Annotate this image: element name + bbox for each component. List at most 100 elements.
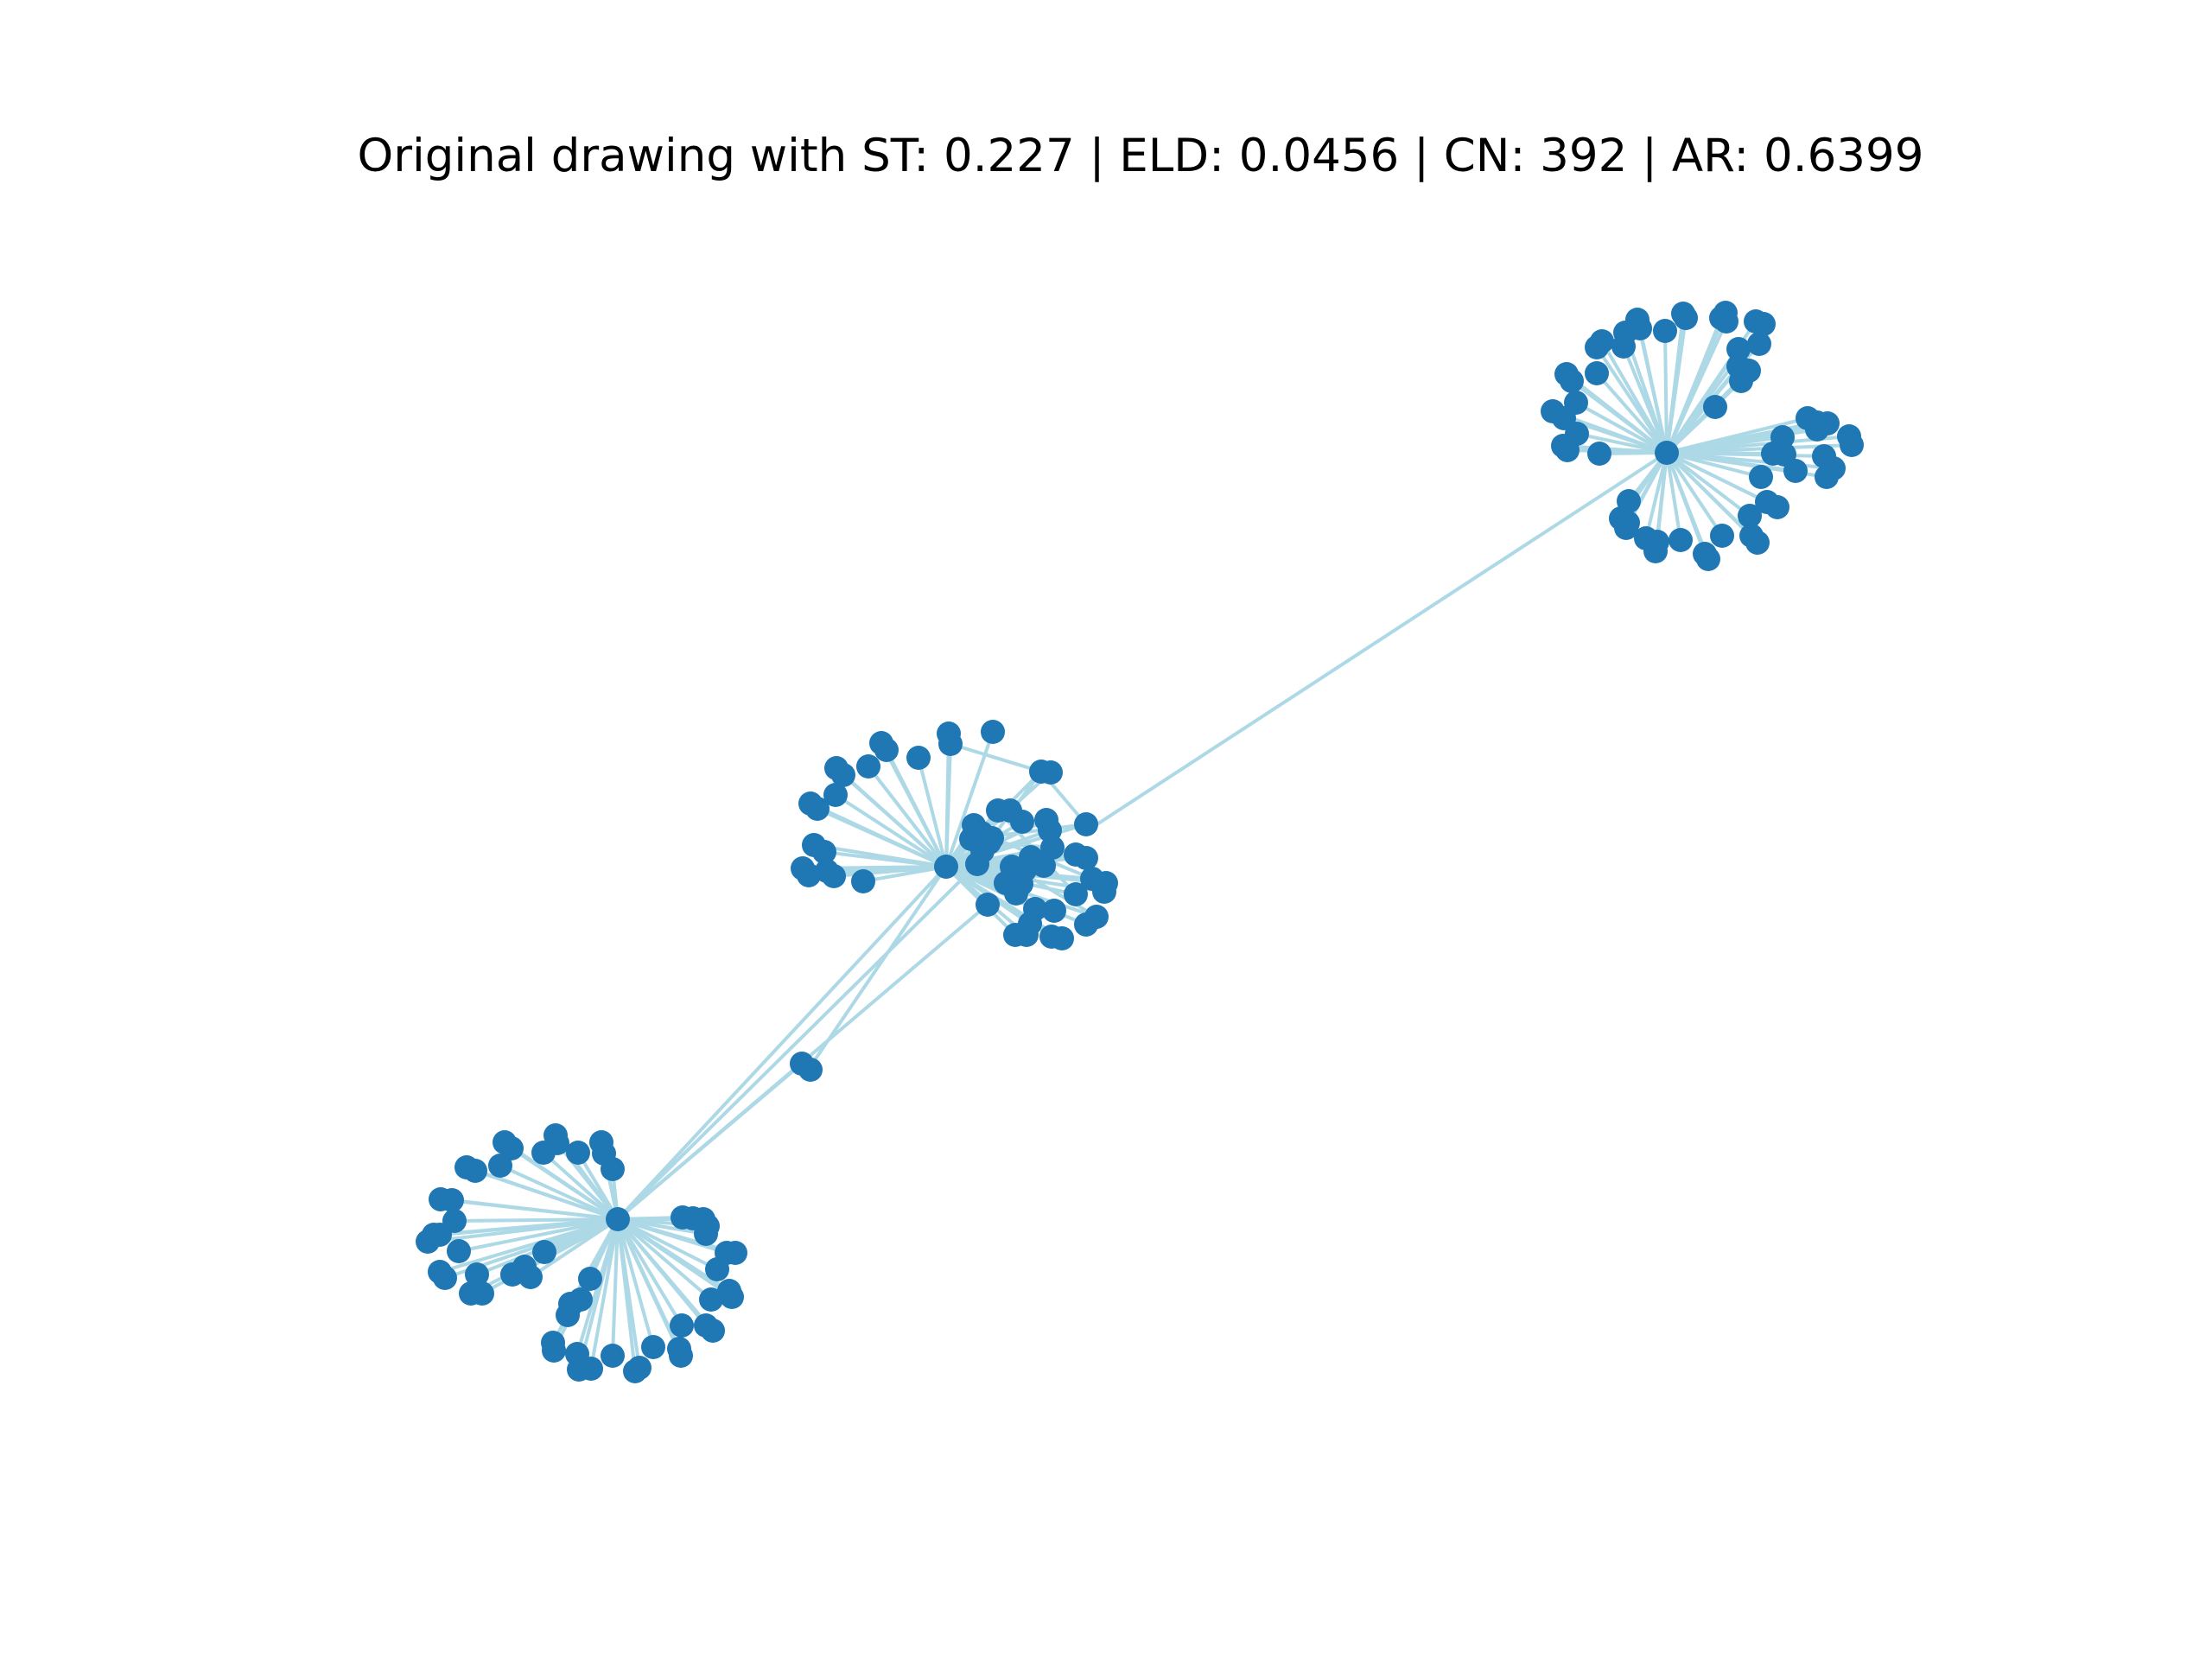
- spoke-edge: [617, 1217, 718, 1271]
- leaf-node: [906, 746, 931, 770]
- leaf-node: [532, 1240, 556, 1264]
- spoke-edge: [1665, 451, 1759, 544]
- leaf-node: [641, 1335, 665, 1359]
- leaf-node: [791, 856, 815, 880]
- leaf-node: [670, 1313, 694, 1338]
- leaf-node: [1751, 312, 1776, 336]
- leaf-node: [1726, 337, 1751, 361]
- spoke-edge: [616, 1217, 683, 1327]
- leaf-node: [1074, 912, 1098, 937]
- leaf-node: [938, 732, 963, 756]
- leaf-node: [1074, 846, 1098, 870]
- leaf-node: [1765, 495, 1789, 519]
- leaf-node: [701, 1319, 725, 1343]
- spoke-edge: [1595, 346, 1669, 454]
- leaf-node: [470, 1281, 494, 1306]
- leaf-node: [667, 1337, 691, 1361]
- leaf-node: [705, 1257, 729, 1281]
- leaf-node: [531, 1141, 556, 1165]
- spoke-edge: [1576, 432, 1668, 454]
- leaf-node: [1587, 442, 1611, 466]
- spoke-edge: [458, 1217, 619, 1253]
- spoke-edge: [616, 1218, 681, 1350]
- spoke-edge: [1665, 452, 1682, 541]
- spoke-edge: [1638, 327, 1669, 454]
- spoke-edge: [510, 1147, 620, 1221]
- leaf-node: [1050, 926, 1074, 950]
- spoke-edge: [617, 1217, 736, 1255]
- leaf-node: [565, 1342, 589, 1366]
- leaf-node: [723, 1241, 747, 1265]
- spoke-edge: [616, 1217, 713, 1301]
- leaf-node: [1738, 504, 1762, 528]
- leaf-node: [1004, 881, 1028, 906]
- spoke-edge: [867, 765, 948, 868]
- leaf-node: [465, 1262, 489, 1287]
- spoke-edge: [589, 1218, 620, 1370]
- leaf-node: [823, 783, 848, 807]
- leaf-node: [696, 1214, 720, 1238]
- leaf-node: [1710, 524, 1734, 548]
- spoke-edge: [1665, 321, 1728, 454]
- leaf-node: [1616, 511, 1640, 535]
- leaf-node: [1840, 433, 1864, 457]
- leaf-node: [1653, 319, 1677, 343]
- leaf-node: [1585, 361, 1609, 385]
- spoke-edge: [543, 1217, 619, 1254]
- spoke-edge: [616, 1218, 637, 1372]
- leaf-node: [874, 738, 899, 762]
- bridge-edge: [616, 862, 979, 1221]
- spoke-edge: [885, 749, 948, 868]
- spoke-edge: [454, 1217, 619, 1223]
- leaf-node: [1039, 760, 1063, 785]
- leaf-node: [831, 763, 855, 787]
- leaf-node: [1669, 528, 1693, 552]
- spoke-edge: [1666, 451, 1762, 479]
- bridge-edge: [616, 1062, 804, 1221]
- spoke-edge: [542, 1151, 620, 1221]
- spoke-edge: [616, 1217, 734, 1299]
- spoke-edge: [1644, 452, 1669, 539]
- leaf-node: [518, 1265, 543, 1289]
- leaf-node: [488, 1154, 512, 1178]
- leaf-node: [433, 1266, 457, 1290]
- leaf-node: [1729, 369, 1753, 393]
- leaf-node: [976, 893, 1000, 917]
- cluster-edge: [950, 742, 1042, 773]
- leaf-node: [601, 1344, 625, 1368]
- leaf-node: [578, 1267, 602, 1291]
- spoke-edge: [842, 773, 948, 868]
- leaf-node: [851, 869, 875, 893]
- leaf-node: [499, 1136, 524, 1160]
- leaf-node: [798, 791, 823, 816]
- spoke-edge: [917, 757, 948, 868]
- spoke-edge: [944, 865, 1064, 940]
- spoke-edge: [576, 1151, 620, 1221]
- spoke-edge: [451, 1198, 619, 1221]
- leaf-node: [422, 1223, 446, 1247]
- spoke-edge: [1595, 372, 1669, 454]
- leaf-node: [463, 1159, 487, 1183]
- nodes-layer: [416, 301, 1864, 1383]
- spoke-edge: [1570, 379, 1669, 454]
- leaf-node: [1749, 465, 1773, 489]
- leaf-node: [1696, 547, 1720, 571]
- spoke-edge: [1665, 451, 1751, 518]
- leaf-node: [699, 1287, 723, 1312]
- bridge-edge: [1091, 451, 1669, 829]
- leaf-node: [1064, 882, 1088, 906]
- leaf-node: [601, 1157, 625, 1181]
- bridge-edge: [807, 865, 948, 1071]
- leaf-node: [981, 720, 1005, 744]
- spoke-edge: [474, 1169, 619, 1221]
- spoke-edge: [1665, 313, 1685, 454]
- spoke-edge: [944, 743, 952, 868]
- leaf-node: [556, 1303, 580, 1327]
- leaf-node: [1585, 335, 1609, 359]
- leaf-node: [1551, 434, 1575, 458]
- leaf-node: [812, 840, 836, 864]
- leaf-node: [1815, 465, 1839, 489]
- spoke-edge: [834, 793, 948, 868]
- leaf-node: [1040, 836, 1065, 860]
